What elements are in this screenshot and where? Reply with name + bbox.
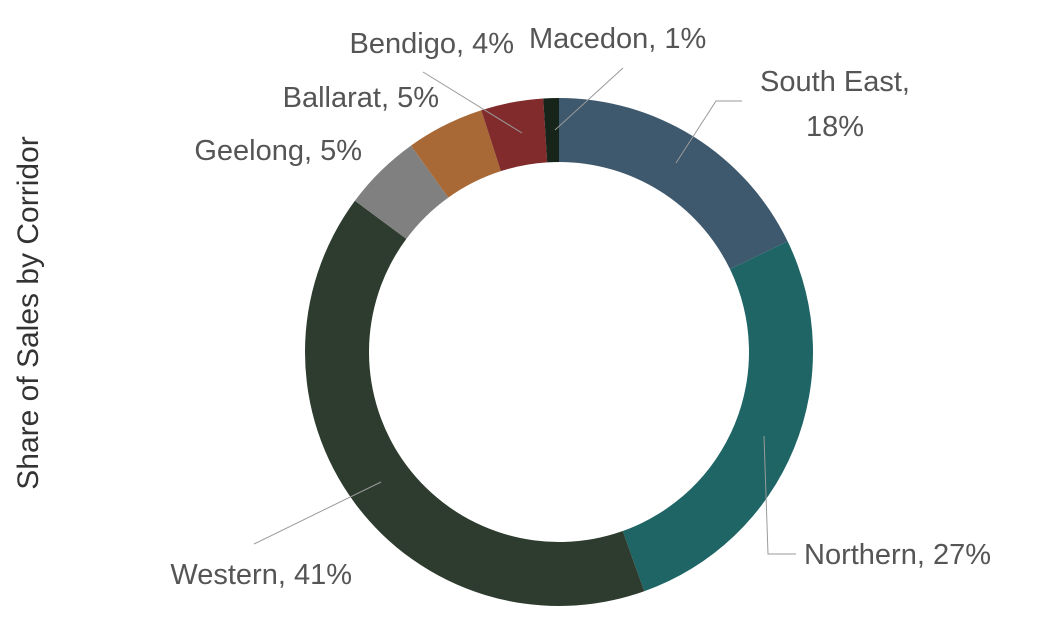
- leader-line-south-east: [675, 100, 742, 164]
- slice-label-ballarat: Ballarat, 5%: [283, 82, 439, 114]
- leader-line-macedon: [554, 67, 624, 131]
- slice-label-south-east: South East, 18%: [760, 66, 910, 143]
- slice-geelong: [354, 145, 449, 239]
- leader-lines-layer: [253, 67, 796, 555]
- slice-labels-layer: South East, 18% Northern, 27% Western, 41% G…: [170, 23, 991, 591]
- slice-ballarat: [410, 110, 501, 198]
- slice-label-western: Western, 41%: [170, 559, 352, 591]
- slice-south-east: [559, 98, 788, 270]
- slice-bendigo: [481, 98, 548, 172]
- slice-label-bendigo: Bendigo, 4%: [350, 28, 514, 60]
- slice-label-macedon: Macedon, 1%: [529, 23, 706, 55]
- slice-label-geelong: Geelong, 5%: [194, 135, 362, 167]
- leader-line-northern: [763, 435, 796, 555]
- slice-macedon: [543, 98, 559, 163]
- slices-layer: [305, 98, 813, 607]
- slice-western: [305, 200, 645, 607]
- slice-northern: [622, 241, 813, 592]
- leader-line-western: [253, 481, 382, 545]
- y-axis-title: Share of Sales by Corridor: [12, 136, 45, 490]
- slice-label-northern: Northern, 27%: [804, 539, 991, 571]
- leader-line-bendigo: [422, 71, 523, 134]
